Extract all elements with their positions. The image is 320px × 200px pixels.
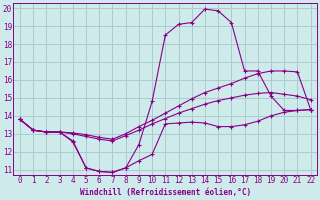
X-axis label: Windchill (Refroidissement éolien,°C): Windchill (Refroidissement éolien,°C) <box>80 188 251 197</box>
